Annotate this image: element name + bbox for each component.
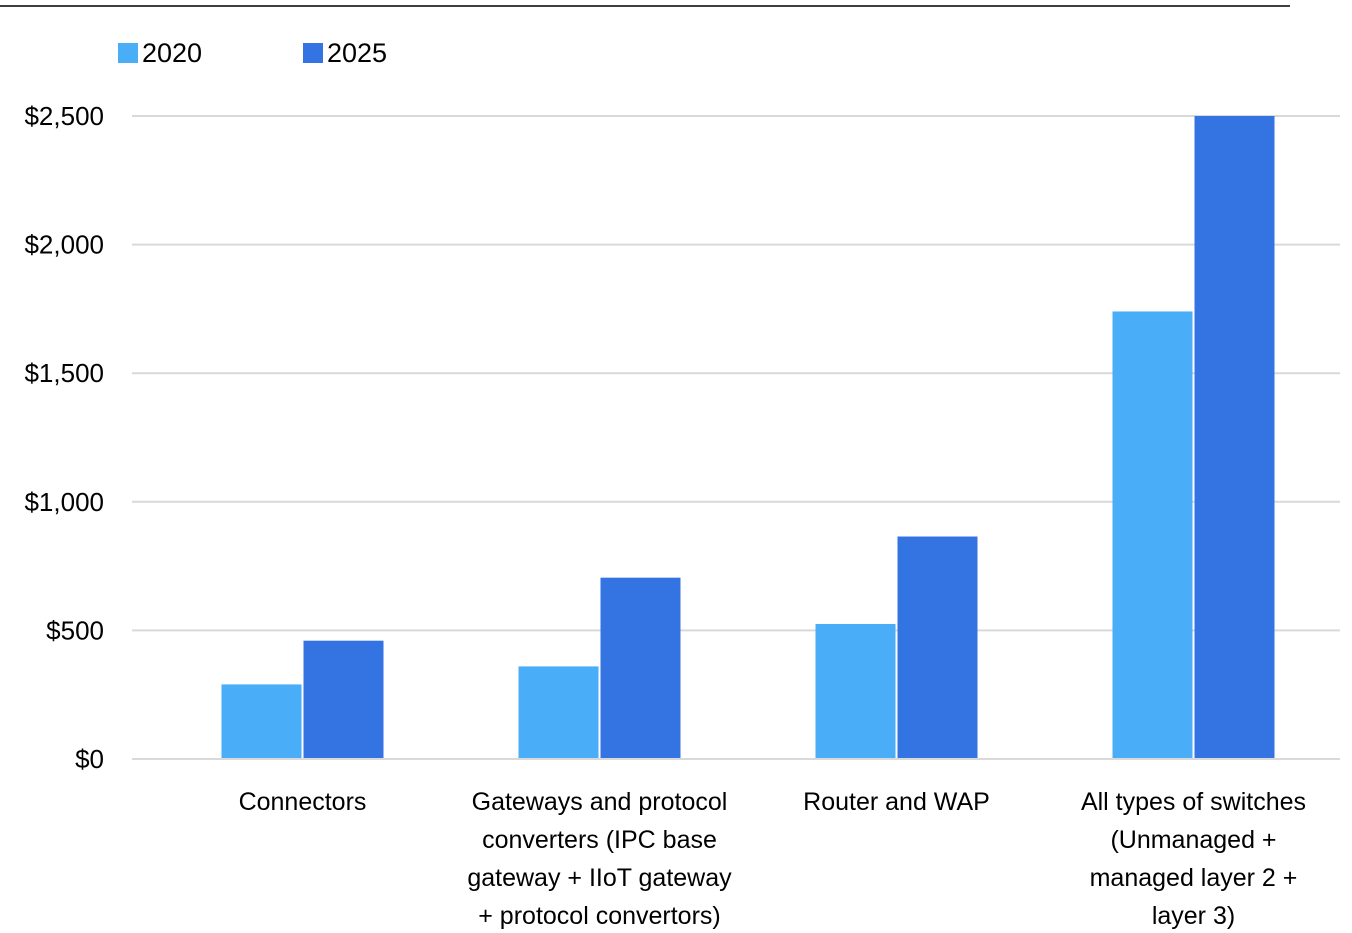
legend-label-2020: 2020	[142, 38, 202, 68]
legend-swatch-2020	[118, 43, 138, 63]
bar-2020-1	[221, 684, 302, 759]
bar-2025-2	[600, 577, 681, 759]
x-category-label: Connectors	[239, 788, 367, 816]
x-axis-category-labels: Connectors Gateways and protocol converter…	[239, 788, 1306, 930]
y-tick-label: $2,500	[24, 101, 104, 131]
y-tick-label: $1,000	[24, 487, 104, 517]
legend-swatch-2025	[303, 43, 323, 63]
bar-2020-2	[518, 666, 599, 759]
x-category-label: All types of switches (Unmanaged + managed…	[1081, 788, 1306, 930]
x-category-label: Gateways and protocol converters (IPC bas…	[467, 788, 732, 930]
x-category-label: Router and WAP	[803, 788, 990, 816]
y-tick-label: $1,500	[24, 358, 104, 388]
bar-2020-4	[1112, 311, 1193, 759]
bars	[221, 116, 1275, 759]
y-axis-tick-labels: $0 $500 $1,000 $1,500 $2,000 $2,500	[24, 101, 104, 774]
y-tick-label: $0	[75, 744, 104, 774]
bar-2025-1	[303, 640, 384, 759]
y-tick-label: $2,000	[24, 230, 104, 260]
y-tick-label: $500	[46, 615, 104, 645]
legend-label-2025: 2025	[327, 38, 387, 68]
bar-2020-3	[815, 623, 896, 759]
bar-2025-3	[897, 536, 978, 759]
legend: 2020 2025	[118, 38, 387, 68]
bar-2025-4	[1194, 116, 1275, 759]
